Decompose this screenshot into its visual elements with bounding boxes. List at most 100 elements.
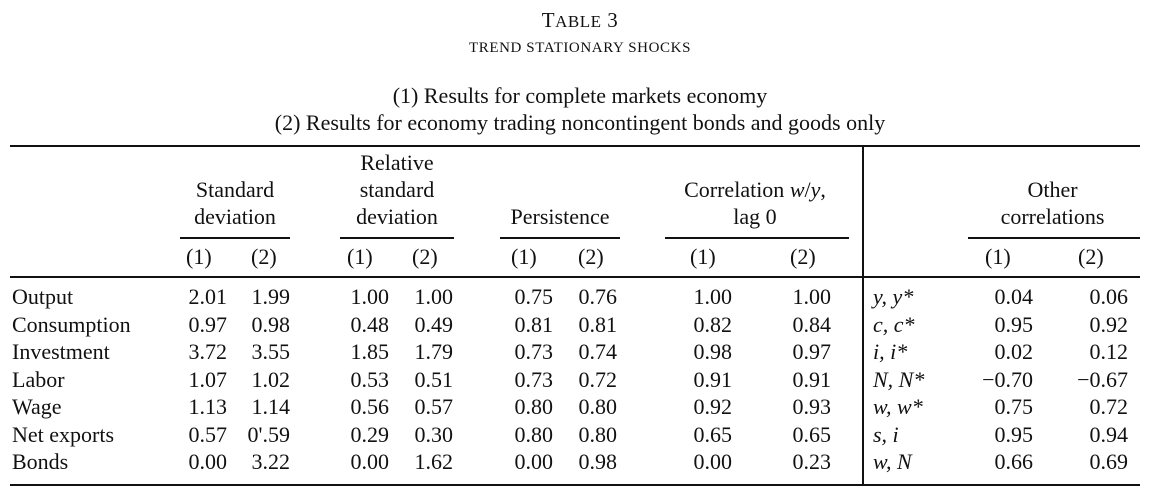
other-correlation-variables: c, c* [873,311,915,337]
cell-sd-1: 0.57 [188,421,228,447]
cell-sd-1: 3.72 [188,339,228,364]
row-label: Net exports [12,421,115,447]
cell-rsd-1: 1.00 [350,284,390,309]
column-divider [862,146,864,485]
cell-sd-1: 1.13 [188,394,228,419]
table-title: TABLE 3 [541,8,619,32]
cell-sd-2: 3.55 [251,339,291,364]
cell-corr-2: 0.65 [792,421,832,447]
subcol-header: (1) [347,244,373,269]
subcol-header: (2) [790,244,816,269]
subcol-header: (1) [690,244,716,269]
cell-other-2: 0.69 [1089,449,1129,474]
cell-pers-1: 0.80 [514,421,554,447]
cell-rsd-2: 0.57 [414,394,454,419]
cell-sd-2: 1.02 [251,366,291,392]
cell-rsd-2: 1.00 [414,284,454,309]
cell-corr-1: 0.91 [693,366,733,392]
cell-corr-2: 0.84 [792,311,832,337]
other-correlation-variables: i, i* [873,339,908,364]
cell-other-2: 0.72 [1089,394,1129,419]
group-header-correlation: Correlation w/y, lag 0 [684,177,826,229]
cell-pers-2: 0.80 [578,394,618,419]
cell-pers-1: 0.81 [514,311,554,337]
header-rule [10,276,1140,278]
cell-sd-1: 0.00 [188,449,228,474]
table-note-1: (1) Results for complete markets economy [392,83,768,108]
subcol-header: (2) [1078,244,1104,269]
cell-sd-2: 0.98 [251,311,291,337]
row-label: Investment [12,339,110,364]
table-note-2: (2) Results for economy trading nonconti… [274,110,886,135]
group-underline [968,237,1140,239]
cell-corr-2: 1.00 [792,284,832,309]
cell-corr-1: 0.98 [693,339,733,364]
bottom-rule [10,484,1140,486]
cell-pers-1: 0.73 [514,366,554,392]
cell-sd-2: 0'.59 [247,421,290,447]
row-label: Labor [12,366,65,392]
table-subtitle: TREND STATIONARY SHOCKS [468,40,692,56]
other-correlation-variables: y, y* [873,284,914,309]
cell-rsd-1: 1.85 [350,339,390,364]
group-underline [180,237,290,239]
cell-sd-2: 3.22 [251,449,291,474]
cell-rsd-2: 1.62 [414,449,454,474]
cell-other-1: 0.66 [994,449,1034,474]
row-label: Bonds [12,449,69,474]
cell-pers-2: 0.81 [578,311,618,337]
group-header-other-correlations: Other correlations [1000,177,1105,229]
cell-pers-1: 0.75 [514,284,554,309]
cell-sd-1: 0.97 [188,311,228,337]
cell-pers-2: 0.98 [578,449,618,474]
subcol-header: (1) [511,244,537,269]
cell-other-1: 0.02 [994,339,1034,364]
cell-corr-1: 0.00 [693,449,733,474]
cell-pers-1: 0.00 [514,449,554,474]
cell-corr-2: 0.93 [792,394,832,419]
cell-sd-1: 2.01 [188,284,228,309]
group-underline [340,237,454,239]
group-header-persistence: Persistence [510,204,610,229]
cell-rsd-1: 0.48 [350,311,390,337]
other-correlation-variables: w, N [873,449,912,474]
cell-rsd-2: 0.49 [414,311,454,337]
cell-corr-1: 0.82 [693,311,733,337]
subcol-header: (1) [985,244,1011,269]
row-label: Wage [12,394,62,419]
cell-other-1: 0.95 [994,421,1034,447]
cell-pers-1: 0.80 [514,394,554,419]
cell-other-2: 0.12 [1089,339,1129,364]
cell-corr-1: 0.65 [693,421,733,447]
group-underline [500,237,620,239]
cell-other-2: 0.92 [1089,311,1129,337]
cell-other-1: −0.70 [982,366,1033,392]
subcol-header: (2) [412,244,438,269]
other-correlation-variables: s, i [873,421,899,447]
subcol-header: (2) [578,244,604,269]
cell-rsd-2: 0.51 [414,366,454,392]
group-underline [665,237,849,239]
subcol-header: (1) [186,244,212,269]
cell-rsd-2: 0.30 [414,421,454,447]
cell-corr-2: 0.97 [792,339,832,364]
cell-corr-1: 0.92 [693,394,733,419]
cell-pers-2: 0.74 [578,339,618,364]
cell-other-2: −0.67 [1077,366,1128,392]
cell-sd-2: 1.99 [251,284,291,309]
cell-sd-2: 1.14 [251,394,291,419]
row-label: Consumption [12,311,131,337]
cell-pers-2: 0.72 [578,366,618,392]
cell-rsd-1: 0.56 [350,394,390,419]
group-header-relative-standard-deviation: Relative standard deviation [356,150,438,229]
cell-pers-2: 0.76 [578,284,618,309]
other-correlation-variables: w, w* [873,394,923,419]
cell-rsd-1: 0.53 [350,366,390,392]
group-header-standard-deviation: Standard deviation [194,177,276,229]
other-correlation-variables: N, N* [873,366,925,392]
row-label: Output [12,284,74,309]
subcol-header: (2) [251,244,277,269]
cell-other-1: 0.95 [994,311,1034,337]
cell-other-2: 0.06 [1089,284,1129,309]
cell-corr-2: 0.91 [792,366,832,392]
